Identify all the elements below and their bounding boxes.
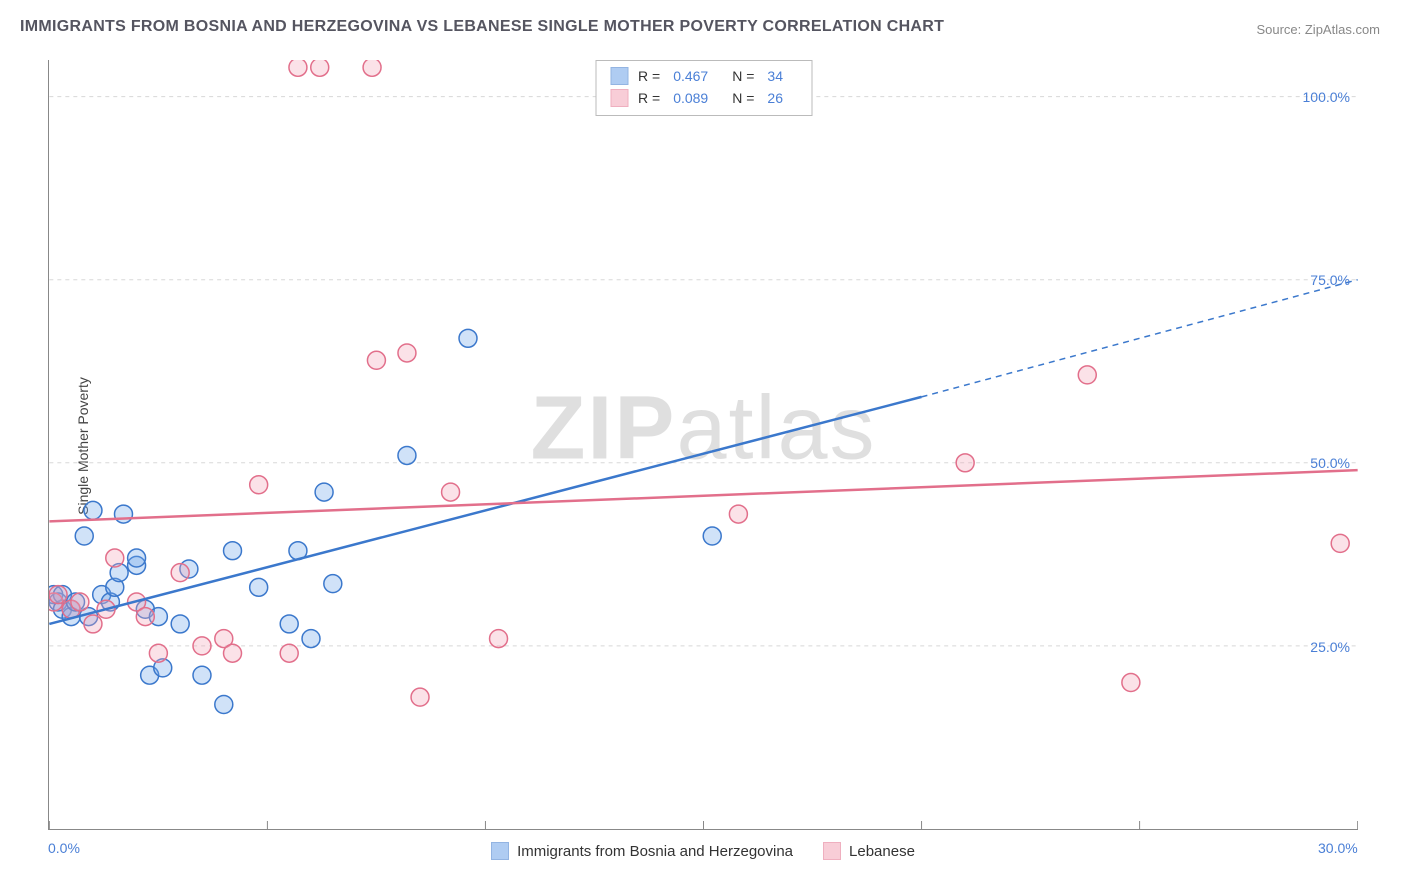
r-value: 0.467 xyxy=(673,68,708,84)
scatter-plot xyxy=(49,60,1358,829)
legend-bottom: Immigrants from Bosnia and Herzegovina Le… xyxy=(0,842,1406,860)
r-value: 0.089 xyxy=(673,90,708,106)
legend-swatch xyxy=(610,89,628,107)
legend-stat-row: R = 0.467 N = 34 xyxy=(610,65,797,87)
legend-item: Immigrants from Bosnia and Herzegovina xyxy=(491,842,793,860)
chart-title: IMMIGRANTS FROM BOSNIA AND HERZEGOVINA V… xyxy=(20,18,944,36)
n-value: 26 xyxy=(767,90,783,106)
r-label: R = xyxy=(638,68,660,84)
n-value: 34 xyxy=(767,68,783,84)
legend-label: Lebanese xyxy=(849,843,915,860)
y-tick-label: 100.0% xyxy=(1303,89,1350,105)
n-label: N = xyxy=(732,68,754,84)
x-tick-label: 0.0% xyxy=(48,840,80,856)
legend-stats: R = 0.467 N = 34 R = 0.089 N = 26 xyxy=(595,60,812,116)
legend-label: Immigrants from Bosnia and Herzegovina xyxy=(517,843,793,860)
legend-stat-row: R = 0.089 N = 26 xyxy=(610,87,797,109)
legend-swatch xyxy=(610,67,628,85)
y-tick-label: 25.0% xyxy=(1310,639,1350,655)
legend-item: Lebanese xyxy=(823,842,915,860)
y-tick-label: 75.0% xyxy=(1310,272,1350,288)
x-tick-label: 30.0% xyxy=(1318,840,1358,856)
source-label: Source: ZipAtlas.com xyxy=(1256,22,1380,37)
y-tick-label: 50.0% xyxy=(1310,455,1350,471)
r-label: R = xyxy=(638,90,660,106)
plot-area: ZIPatlas R =0.467N =34R =0.089N =26 xyxy=(48,60,1358,830)
legend-swatch xyxy=(823,842,841,860)
legend-swatch xyxy=(491,842,509,860)
n-label: N = xyxy=(732,90,754,106)
